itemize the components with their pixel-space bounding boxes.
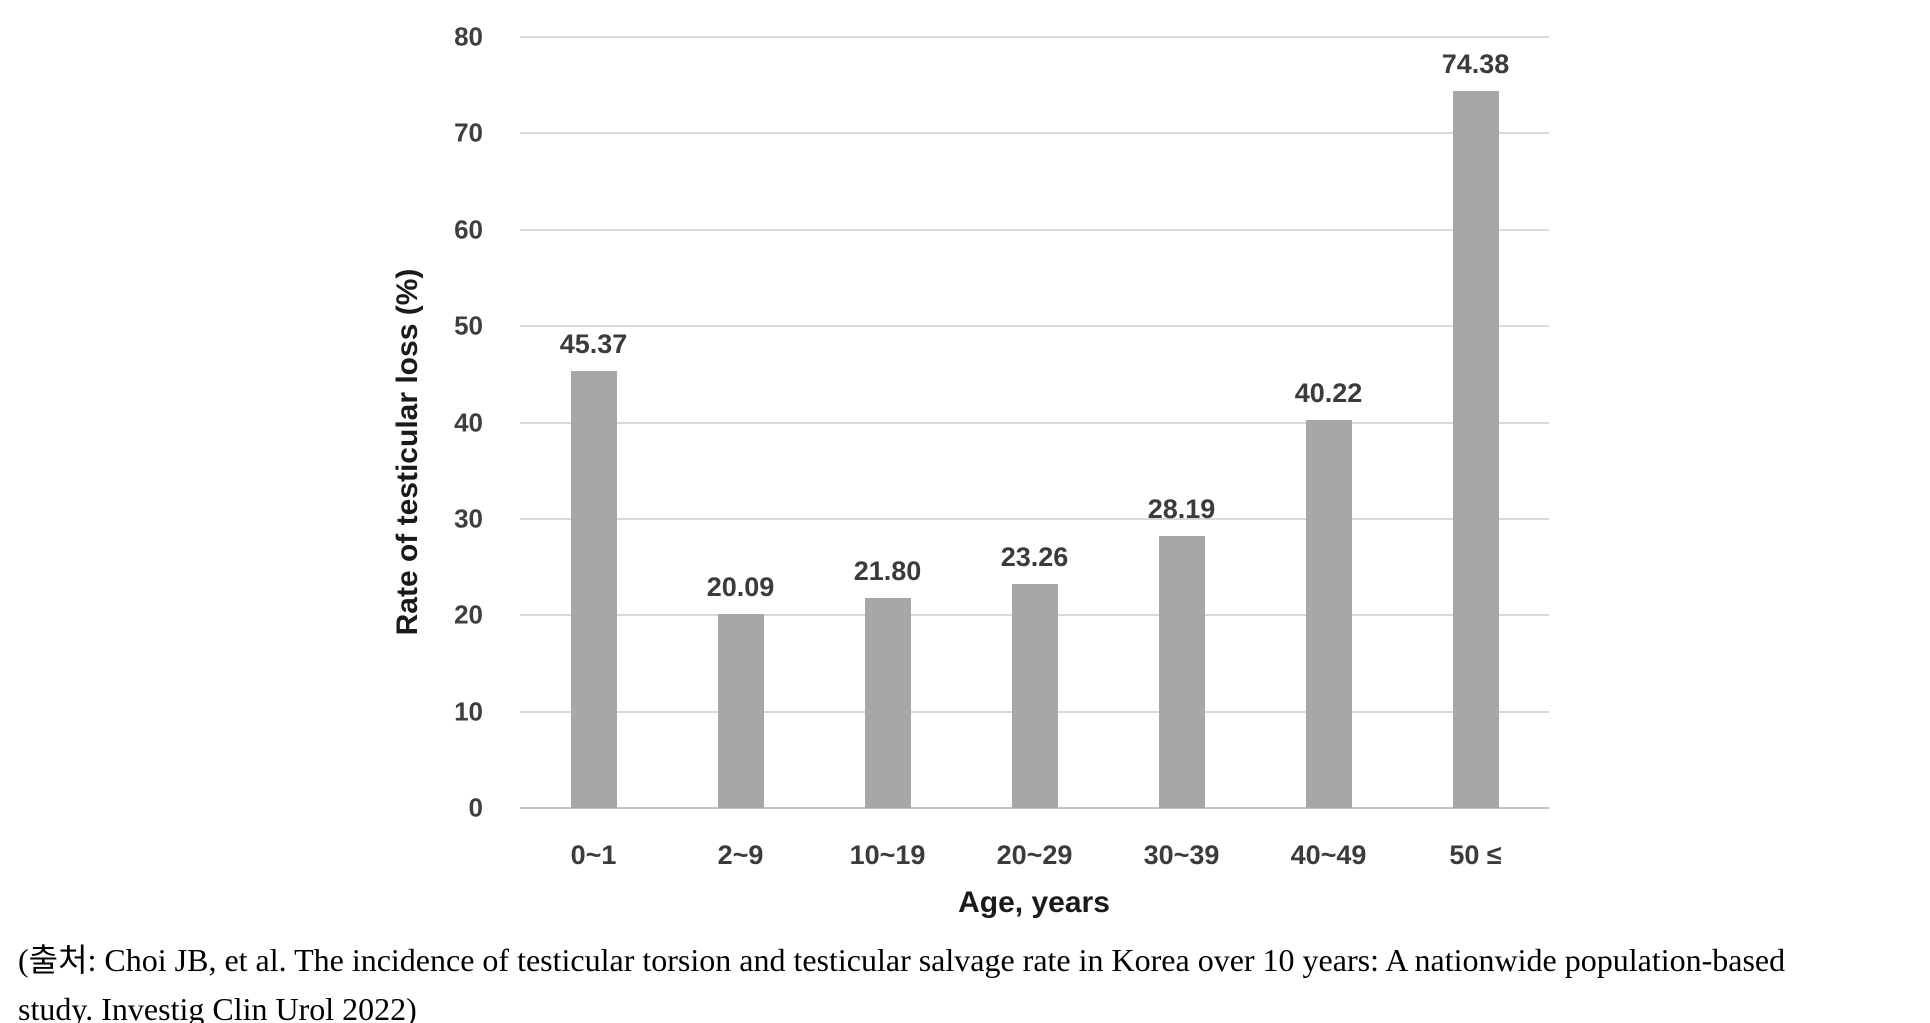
bar-value-label: 21.80 — [853, 555, 922, 586]
bar — [1158, 536, 1205, 808]
source-caption-line-2: study. Investig Clin Urol 2022) — [18, 991, 417, 1023]
bar — [1305, 420, 1352, 808]
source-caption: (출처: Choi JB, et al. The incidence of te… — [18, 936, 1918, 1023]
gridline — [520, 517, 1549, 520]
bar — [717, 614, 764, 808]
x-tick-label: 0~1 — [570, 840, 617, 870]
gridline — [520, 228, 1549, 231]
bar-value-label: 74.38 — [1441, 49, 1510, 80]
x-tick-label: 2~9 — [717, 840, 764, 870]
y-tick-label: 40 — [454, 407, 483, 437]
bar — [1452, 91, 1499, 808]
bar-value-label: 23.26 — [1000, 541, 1069, 572]
bar — [570, 370, 617, 808]
bar-value-label: 45.37 — [559, 328, 628, 359]
x-tick-label: 50 ≤ — [1449, 840, 1502, 870]
y-axis-title: Rate of testicular loss (%) — [391, 268, 424, 636]
y-tick-label: 20 — [454, 599, 483, 630]
y-tick-label: 0 — [468, 792, 483, 823]
bar-value-label: 40.22 — [1294, 378, 1363, 409]
y-tick-label: 10 — [454, 696, 483, 727]
bar — [1011, 583, 1058, 808]
x-tick-label: 20~29 — [996, 840, 1073, 870]
y-tick-label: 50 — [454, 310, 483, 341]
x-tick-label: 30~39 — [1143, 840, 1220, 870]
y-tick-label: 80 — [454, 21, 483, 52]
y-tick-label: 70 — [454, 117, 483, 148]
y-tick-label: 60 — [454, 214, 483, 245]
gridline — [520, 36, 1549, 38]
gridline — [520, 132, 1549, 135]
bar — [864, 597, 911, 808]
bar-value-label: 28.19 — [1147, 494, 1216, 525]
gridline — [520, 421, 1549, 424]
y-tick-label: 30 — [454, 503, 483, 534]
bar-value-label: 20.09 — [706, 572, 775, 603]
x-axis-title: Age, years — [958, 886, 1110, 919]
gridline — [520, 325, 1549, 328]
source-caption-line-1: (출처: Choi JB, et al. The incidence of te… — [18, 942, 1786, 978]
x-tick-label: 10~19 — [849, 840, 926, 870]
x-axis-line — [520, 807, 1549, 809]
x-tick-label: 40~49 — [1290, 840, 1367, 870]
